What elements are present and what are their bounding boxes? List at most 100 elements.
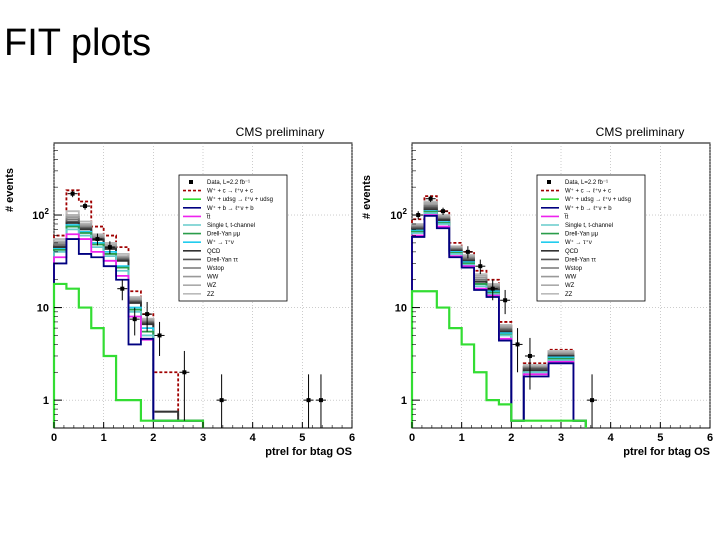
histogram-w-udsg — [410, 290, 587, 428]
data-point — [438, 207, 449, 216]
x-tick-label: 0 — [51, 432, 57, 444]
histogram-w-c — [53, 189, 204, 428]
legend-label: Wstop — [207, 266, 225, 272]
data-marker — [527, 353, 532, 358]
data-marker — [70, 191, 75, 196]
legend-label: t̅t — [564, 214, 569, 221]
legend-label: QCD — [207, 249, 221, 255]
data-point — [524, 337, 535, 390]
x-tick-label: 5 — [299, 432, 305, 444]
x-tick-label: 5 — [657, 432, 663, 444]
data-point — [216, 374, 227, 428]
legend-label: Drell-Yan μμ — [207, 232, 241, 238]
data-marker — [157, 333, 162, 338]
data-marker — [95, 237, 100, 242]
x-tick-label: 4 — [250, 432, 257, 444]
legend-label: Single t, t-channel — [565, 223, 613, 229]
legend-label: ZZ — [207, 292, 215, 298]
data-marker — [478, 264, 483, 269]
data-point — [80, 202, 91, 210]
data-point — [587, 374, 598, 428]
data-point — [500, 289, 511, 315]
legend-label: W⁺ + c → ℓ⁺ν + c — [207, 188, 253, 195]
legend-label: W⁺ → τ⁺ν — [207, 239, 234, 246]
legend-label: WW — [207, 275, 219, 281]
legend-label: Data, L=2.2 fb⁻¹ — [207, 180, 250, 186]
legend-label: Drell-Yan ττ — [565, 257, 597, 263]
legend-label: Data, L=2.2 fb⁻¹ — [565, 180, 608, 186]
legend-label: WW — [565, 275, 577, 281]
data-point — [425, 195, 436, 203]
data-marker — [465, 249, 470, 254]
x-axis-label: ptrel for btag OS — [265, 446, 352, 458]
data-marker — [441, 209, 446, 214]
data-marker — [515, 342, 520, 347]
x-tick-label: 0 — [409, 432, 415, 444]
data-point — [154, 321, 165, 356]
y-axis-label: # events — [4, 168, 16, 212]
legend-label: WZ — [565, 283, 575, 289]
x-tick-label: 2 — [508, 432, 514, 444]
data-marker — [428, 196, 433, 201]
data-point — [117, 279, 128, 301]
legend-label: W⁺ → τ⁺ν — [565, 239, 592, 246]
x-tick-label: 2 — [150, 432, 156, 444]
legend-label: W⁺ + c → ℓ⁺ν + c — [565, 188, 611, 195]
data-point — [129, 307, 140, 336]
data-point — [303, 374, 314, 428]
data-marker — [219, 398, 224, 403]
x-tick-label: 6 — [349, 432, 355, 444]
data-marker — [83, 204, 88, 209]
histogram-w-c — [411, 195, 587, 428]
data-marker — [132, 317, 137, 322]
data-point — [512, 328, 523, 373]
legend-label: W⁺ + udsg → ℓ⁺ν + udsg — [565, 196, 631, 203]
x-tick-label: 1 — [459, 432, 465, 444]
chart-title: CMS preliminary — [596, 125, 685, 139]
x-tick-label: 6 — [707, 432, 713, 444]
x-tick-label: 3 — [558, 432, 564, 444]
legend-label: Drell-Yan μμ — [565, 232, 599, 238]
legend-label: Single t, t-channel — [207, 223, 255, 229]
data-marker — [590, 398, 595, 403]
legend-label: W⁺ + udsg → ℓ⁺ν + udsg — [207, 196, 273, 203]
chart-title: CMS preliminary — [236, 125, 325, 139]
legend-label: Wstop — [565, 266, 583, 272]
data-point — [104, 241, 115, 254]
data-point — [475, 259, 486, 275]
data-point — [67, 190, 78, 198]
data-point — [487, 279, 498, 301]
data-point — [92, 233, 103, 246]
data-marker — [120, 286, 125, 291]
y-tick-label: 102 — [390, 207, 407, 222]
slide-title: FIT plots — [4, 22, 152, 64]
legend-label: W⁺ + b → ℓ⁺ν + b — [565, 205, 612, 212]
data-marker — [182, 370, 187, 375]
y-tick-label: 1 — [401, 395, 407, 407]
y-axis-label: # events — [361, 175, 373, 219]
legend-box — [536, 174, 646, 302]
legend-marker — [189, 180, 193, 184]
x-tick-label: 1 — [101, 432, 107, 444]
legend-label: ZZ — [565, 292, 573, 298]
y-tick-label: 10 — [395, 303, 407, 315]
data-marker — [318, 398, 323, 403]
data-point — [179, 350, 190, 421]
legend-label: WZ — [207, 283, 217, 289]
histogram-w-udsg — [52, 282, 205, 428]
x-tick-label: 4 — [608, 432, 615, 444]
data-point — [462, 246, 473, 259]
legend-label: W⁺ + b → ℓ⁺ν + b — [207, 205, 254, 212]
histogram-qcd — [53, 222, 204, 428]
y-tick-label: 1 — [43, 395, 49, 407]
x-tick-label: 3 — [200, 432, 206, 444]
x-axis-label: ptrel for btag OS — [623, 446, 710, 458]
legend-label: Drell-Yan ττ — [207, 257, 239, 263]
data-marker — [306, 398, 311, 403]
legend: Data, L=2.2 fb⁻¹ W⁺ + c → ℓ⁺ν + cW⁺ + uds… — [178, 174, 288, 302]
data-point — [315, 374, 326, 428]
data-point — [142, 301, 153, 332]
data-marker — [490, 286, 495, 291]
